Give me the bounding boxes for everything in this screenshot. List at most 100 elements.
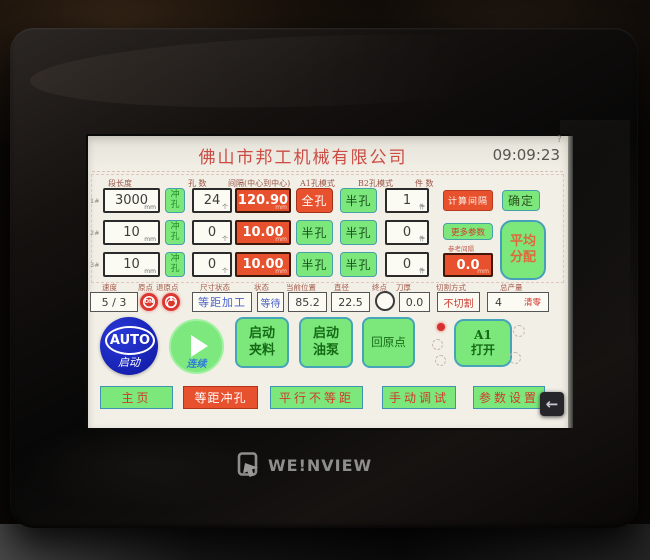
nav-equal-punch-active[interactable]: 等距冲孔 [183, 386, 258, 409]
confirm-button[interactable]: 确定 [502, 190, 540, 211]
go-home-button[interactable]: 回原点 [362, 317, 415, 368]
punch-toggle[interactable]: 冲孔 [165, 188, 185, 213]
punch-toggle[interactable]: 冲孔 [165, 220, 185, 245]
start-pump-button[interactable]: 启动油泵 [299, 317, 353, 368]
total-value: 4 [495, 295, 502, 309]
play-icon [191, 335, 208, 357]
b2-mode-button[interactable]: 半孔 [340, 188, 377, 213]
unit-piece: 件 [418, 204, 425, 211]
help-mark: ? [557, 135, 562, 145]
unit-count: 个 [221, 268, 228, 275]
ref-interval-value[interactable]: 0.0 mm [443, 253, 493, 277]
clear-button[interactable]: 清零 [523, 298, 541, 308]
power-icon [166, 298, 176, 308]
interval-display[interactable]: 120.90 mm [235, 188, 291, 213]
col-header-pieces: 件 数 [415, 179, 434, 188]
blade-value: 0.0 [399, 292, 430, 312]
auto-badge: AUTO [105, 326, 155, 355]
brand-text: WE!NVIEW [268, 456, 373, 475]
origin-label: 原点 [138, 283, 153, 292]
unit-count: 个 [221, 236, 228, 243]
row-id: 2# [90, 229, 100, 237]
length-input[interactable]: 10 mm [103, 252, 160, 277]
position-label: 当前位置 [286, 283, 316, 292]
unit-mm: mm [144, 236, 156, 243]
table-border [91, 174, 564, 283]
unit-piece: 件 [418, 268, 425, 275]
unit-mm: mm [275, 204, 287, 211]
b2-mode-button[interactable]: 半孔 [340, 220, 377, 245]
a1-open-button[interactable]: A1 打开 [454, 319, 512, 367]
endpoint-indicator [375, 291, 395, 311]
status-led-off [435, 355, 446, 366]
speed-value[interactable]: 5 / 3 [90, 292, 138, 312]
col-header-length: 段长度 [108, 179, 132, 188]
nav-parallel-unequal[interactable]: 平行不等距 [270, 386, 363, 409]
start-clamp-button[interactable]: 启动夹料 [235, 317, 289, 368]
nav-settings[interactable]: 参数设置 [473, 386, 545, 409]
ref-interval-label: 参考间隔 [448, 245, 474, 253]
speed-label: 速度 [102, 283, 117, 292]
state-value: 等待 [257, 292, 284, 312]
nav-home[interactable]: 主页 [100, 386, 173, 409]
unit-count: 个 [221, 204, 228, 211]
interval-display[interactable]: 10.00 mm [235, 252, 291, 277]
table-surface [0, 524, 650, 560]
back-arrow-icon: ← [545, 395, 559, 413]
col-header-holes: 孔 数 [188, 179, 207, 188]
status-led-off [513, 325, 525, 337]
cut-mode-label: 切割方式 [436, 283, 466, 292]
holes-input[interactable]: 24 个 [192, 188, 232, 213]
more-params-button[interactable]: 更多参数 [443, 223, 493, 240]
hmi-screen: 佛山市邦工机械有限公司 09:09:23 ? 段长度 孔 数 间隔(中心到中心)… [88, 135, 568, 428]
length-input[interactable]: 3000 mm [103, 188, 160, 213]
average-distribute-button[interactable]: 平均分配 [500, 220, 546, 280]
size-state-value: 等距加工 [192, 292, 252, 312]
unit-mm: mm [275, 268, 287, 275]
screen-edge [568, 136, 573, 428]
unit-mm: mm [144, 204, 156, 211]
origin-indicator[interactable]: ON [140, 293, 158, 311]
size-state-label: 尺寸状态 [200, 283, 230, 292]
position-value: 85.2 [288, 292, 327, 312]
a1-mode-button[interactable]: 半孔 [296, 252, 333, 277]
divider [92, 171, 563, 172]
cut-mode-value[interactable]: 不切割 [437, 292, 480, 312]
unit-mm: mm [144, 268, 156, 275]
back-origin-button[interactable] [162, 293, 180, 311]
col-header-interval: 间隔(中心到中心) [228, 179, 291, 188]
unit-mm: mm [477, 268, 489, 275]
auto-start-button[interactable]: AUTO 启动 [100, 317, 158, 375]
back-arrow-button[interactable]: ← [540, 392, 564, 416]
nav-manual-debug[interactable]: 手动调试 [382, 386, 456, 409]
calc-interval-button[interactable]: 计算间隔 [443, 190, 493, 211]
total-label: 总产量 [500, 283, 523, 292]
a1-mode-button[interactable]: 半孔 [296, 220, 333, 245]
state-label: 状态 [254, 283, 269, 292]
length-input[interactable]: 10 mm [103, 220, 160, 245]
continuous-run-button[interactable]: 连续 [169, 319, 224, 374]
status-led-off [509, 352, 521, 364]
unit-piece: 件 [418, 236, 425, 243]
total-counter: 4 清零 [487, 292, 549, 312]
diameter-label: 直径 [334, 283, 349, 292]
weinview-touch-icon [237, 452, 258, 477]
diameter-value: 22.5 [331, 292, 370, 312]
row-id: 3# [90, 261, 100, 269]
endpoint-label: 终点 [372, 283, 387, 292]
row-id: 1# [90, 197, 100, 205]
interval-display[interactable]: 10.00 mm [235, 220, 291, 245]
b2-mode-button[interactable]: 半孔 [340, 252, 377, 277]
clock: 09:09:23 [492, 146, 560, 164]
a1-mode-button[interactable]: 全孔 [296, 188, 333, 213]
status-led-on [437, 323, 445, 331]
col-header-a1-mode: A1孔模式 [300, 179, 335, 188]
punch-toggle[interactable]: 冲孔 [165, 252, 185, 277]
back-origin-label: 退原点 [156, 283, 179, 292]
